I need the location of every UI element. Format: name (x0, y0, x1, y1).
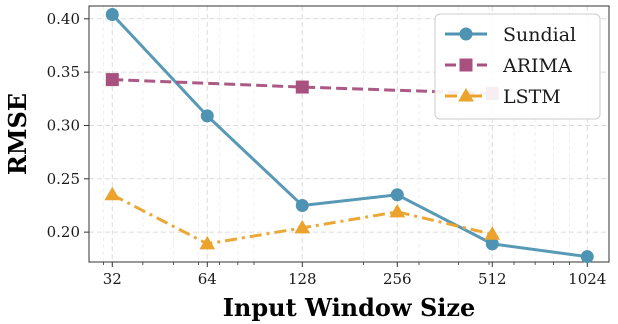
data-point-lstm (484, 226, 501, 240)
data-point-lstm (294, 219, 311, 234)
legend: Sundial ARIMA LSTM (434, 13, 601, 120)
data-point-lstm (199, 235, 216, 250)
y-axis-title: RMSE (3, 93, 32, 175)
plot-frame (88, 5, 610, 263)
series-line-sundial (111, 13, 588, 259)
x-axis-title: Input Window Size (223, 293, 476, 322)
legend-label-lstm: LSTM (503, 86, 561, 108)
legend-label-arima: ARIMA (502, 55, 572, 77)
legend-marker-lstm (458, 88, 474, 102)
data-point-arima (105, 73, 119, 87)
axis-ticks: 32 64 128 256 512 1024 0.20 0.25 0.30 0.35 0.40 (47, 10, 607, 288)
legend-marker-sundial (459, 27, 473, 41)
legend-marker-arima (459, 58, 473, 72)
data-point-sundial (390, 188, 404, 202)
x-tick-label: 512 (478, 270, 507, 288)
y-tick-label: 0.20 (47, 223, 80, 241)
x-tick-label: 64 (198, 270, 217, 288)
series (104, 8, 594, 264)
y-tick-label: 0.30 (47, 116, 80, 134)
legend-box (434, 13, 601, 120)
y-tick-label: 0.40 (47, 10, 80, 28)
data-point-lstm (104, 186, 121, 201)
y-tick-label: 0.25 (47, 170, 80, 188)
data-point-arima (295, 80, 309, 94)
y-tick-label: 0.35 (47, 63, 80, 81)
data-point-sundial (295, 198, 309, 212)
x-tick-label: 128 (288, 270, 317, 288)
x-tick-label: 256 (383, 270, 412, 288)
data-point-sundial (105, 8, 119, 22)
data-point-lstm (389, 203, 406, 218)
legend-label-sundial: Sundial (503, 24, 576, 46)
data-point-sundial (580, 250, 594, 264)
x-tick-label: 32 (103, 270, 122, 288)
x-tick-label: 1024 (568, 270, 606, 288)
series-lstm (104, 186, 501, 250)
data-point-sundial (200, 109, 214, 123)
